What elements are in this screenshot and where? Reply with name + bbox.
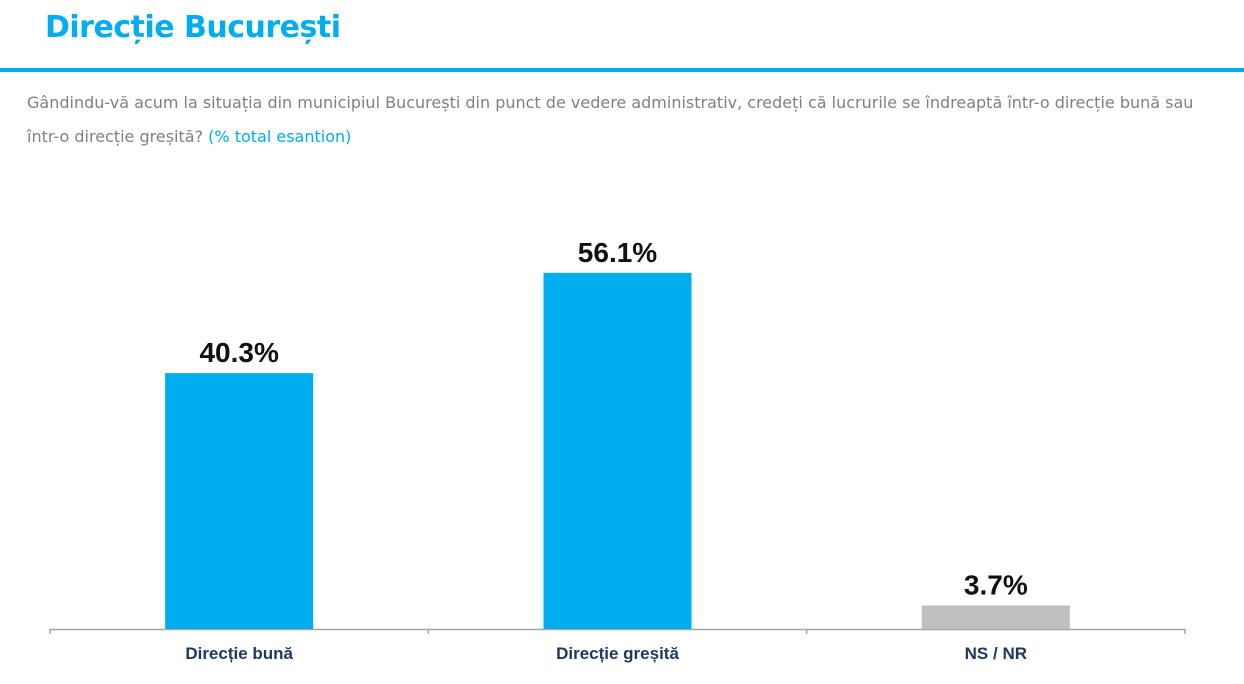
page-title: Direcție București: [45, 10, 341, 45]
category-labels-group: Direcție bună Direcție greșită NS / NR: [185, 644, 1027, 663]
category-label-1: Direcție bună: [185, 644, 293, 663]
value-label-3: 3.7%: [964, 570, 1028, 601]
question-body: Gândindu-vă acum la situația din municip…: [27, 93, 1194, 146]
bars-group: [165, 272, 1070, 629]
x-axis-ticks: [49, 629, 1186, 634]
value-label-1: 40.3%: [199, 337, 278, 368]
value-labels-group: 40.3% 56.1% 3.7%: [199, 237, 1027, 601]
bar-2: [543, 272, 692, 629]
bar-3: [921, 605, 1070, 629]
question-text: Gândindu-vă acum la situația din municip…: [27, 86, 1227, 154]
bar-1: [165, 373, 314, 629]
category-label-3: NS / NR: [965, 644, 1027, 663]
category-label-2: Direcție greșită: [556, 644, 679, 663]
question-note: (% total esantion): [208, 127, 352, 146]
title-underline: [0, 68, 1244, 72]
value-label-2: 56.1%: [578, 237, 657, 268]
